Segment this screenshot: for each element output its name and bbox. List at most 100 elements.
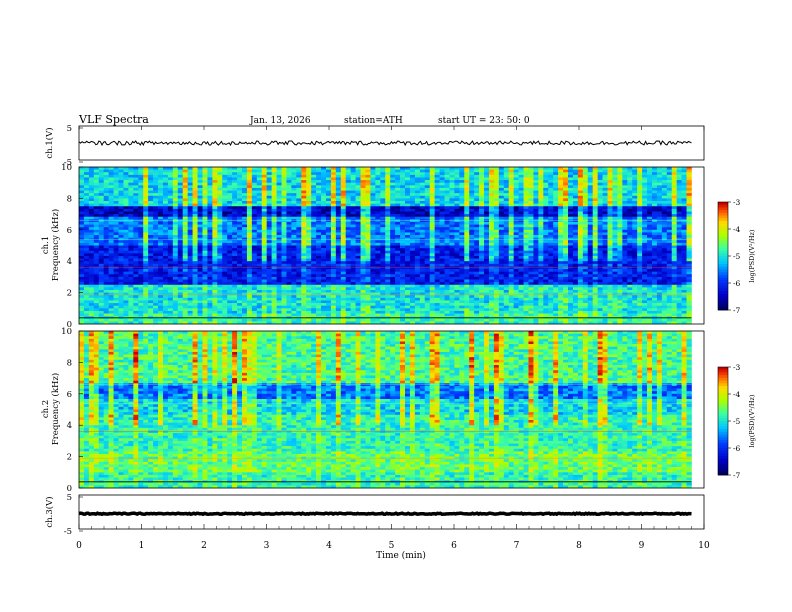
spectrogram-cell (242, 289, 248, 293)
spectrogram-cell (113, 308, 119, 312)
spectrogram-cell (207, 287, 213, 291)
spectrogram-cell (286, 167, 292, 170)
spectrogram-cell (365, 174, 371, 178)
spectrogram-cell (350, 167, 356, 170)
spectrogram-cell (227, 187, 233, 191)
spectrogram-cell (449, 274, 455, 278)
spectrogram-cell (405, 174, 411, 178)
spectrogram-cell (395, 297, 401, 301)
spectrogram-cell (395, 318, 401, 322)
spectrogram-cell (385, 310, 391, 314)
spectrogram-cell (405, 190, 411, 194)
spectrogram-cell (222, 300, 228, 304)
spectrogram-cell (286, 321, 292, 325)
spectrogram-cell (365, 180, 371, 183)
spectrogram-cell (266, 211, 272, 215)
spectrogram-cell (251, 297, 258, 301)
spectrogram-cell (360, 279, 366, 283)
spectrogram-cell (355, 300, 361, 304)
spectrogram-cell (325, 303, 332, 306)
spectrogram-cell (261, 263, 267, 267)
spectrogram-cell (79, 321, 85, 325)
spectrogram-cell (271, 303, 277, 306)
spectrogram-cell (108, 308, 114, 312)
spectrogram-cell (192, 295, 198, 299)
spectrogram-cell (345, 245, 351, 249)
spectrogram-cell (365, 266, 371, 270)
spectrogram-cell (390, 300, 396, 304)
spectrogram-cell (395, 198, 401, 202)
spectrogram-cell (192, 253, 198, 257)
spectrogram-cell (143, 235, 149, 238)
spectrogram-cell (261, 289, 267, 293)
spectrogram-cell (306, 221, 312, 225)
spectrogram-cell (414, 190, 421, 194)
spectrogram-column (88, 167, 95, 325)
spectrogram-cell (409, 258, 416, 262)
spectrogram-cell (118, 274, 124, 278)
spectrogram-cell (291, 235, 297, 238)
spectrogram-cell (444, 227, 450, 231)
spectrogram-cell (409, 271, 416, 275)
spectrogram-cell (153, 279, 159, 283)
spectrogram-cell (251, 313, 258, 317)
spectrogram-cell (113, 221, 119, 225)
spectrogram-cell (459, 308, 465, 312)
spectrogram-cell (103, 274, 109, 278)
spectrogram-cell (286, 274, 292, 278)
spectrogram-cell (232, 284, 238, 288)
spectrogram-cell (419, 180, 426, 183)
spectrogram-cell (316, 203, 322, 207)
spectrogram-cell (380, 250, 386, 254)
spectrogram-cell (237, 229, 243, 233)
spectrogram-cell (271, 297, 277, 301)
spectrogram-cell (143, 167, 149, 170)
spectrogram-cell (103, 221, 109, 225)
spectrogram-cell (153, 177, 159, 181)
spectrogram-cell (365, 318, 371, 322)
spectrogram-cell (202, 287, 208, 291)
spectrogram-cell (227, 208, 233, 212)
spectrogram-cell (321, 279, 327, 283)
spectrogram-cell (311, 269, 317, 272)
spectrogram-cell (103, 245, 109, 249)
spectrogram-cell (98, 201, 104, 204)
spectrogram-cell (246, 203, 253, 207)
spectrogram-cell (227, 216, 233, 220)
spectrogram-cell (88, 174, 95, 178)
spectrogram-cell (444, 266, 450, 270)
spectrogram-cell (123, 258, 129, 262)
spectrogram-cell (296, 308, 302, 312)
spectrogram-cell (197, 258, 203, 262)
spectrogram-cell (365, 185, 371, 189)
spectrogram-cell (365, 201, 371, 204)
spectrogram-cell (355, 232, 361, 236)
spectrogram-cell (222, 180, 228, 183)
spectrogram-cell (167, 224, 174, 228)
spectrogram-cell (167, 201, 174, 204)
spectrogram-cell (222, 190, 228, 194)
spectrogram-cell (286, 177, 292, 181)
spectrogram-cell (83, 284, 90, 288)
spectrogram-cell (207, 303, 213, 306)
spectrogram-cell (449, 180, 455, 183)
spectrogram-cell (479, 269, 485, 272)
spectrogram-cell (133, 297, 139, 301)
spectrogram-cell (79, 224, 85, 228)
spectrogram-cell (414, 180, 421, 183)
spectrogram-cell (187, 308, 193, 312)
spectrogram-cell (88, 177, 95, 181)
spectrogram-cell (187, 287, 193, 291)
spectrogram-cell (172, 219, 179, 223)
spectrogram-cell (325, 289, 332, 293)
spectrogram-cell (192, 190, 198, 194)
spectrogram-cell (83, 227, 90, 231)
spectrogram-cell (113, 227, 119, 231)
spectrogram-cell (172, 305, 179, 309)
spectrogram-cell (459, 313, 465, 317)
spectrogram-cell (222, 258, 228, 262)
spectrogram-cell (212, 263, 218, 267)
spectrogram-cell (261, 174, 267, 178)
spectrogram-cell (439, 258, 445, 262)
spectrogram-cell (118, 245, 124, 249)
